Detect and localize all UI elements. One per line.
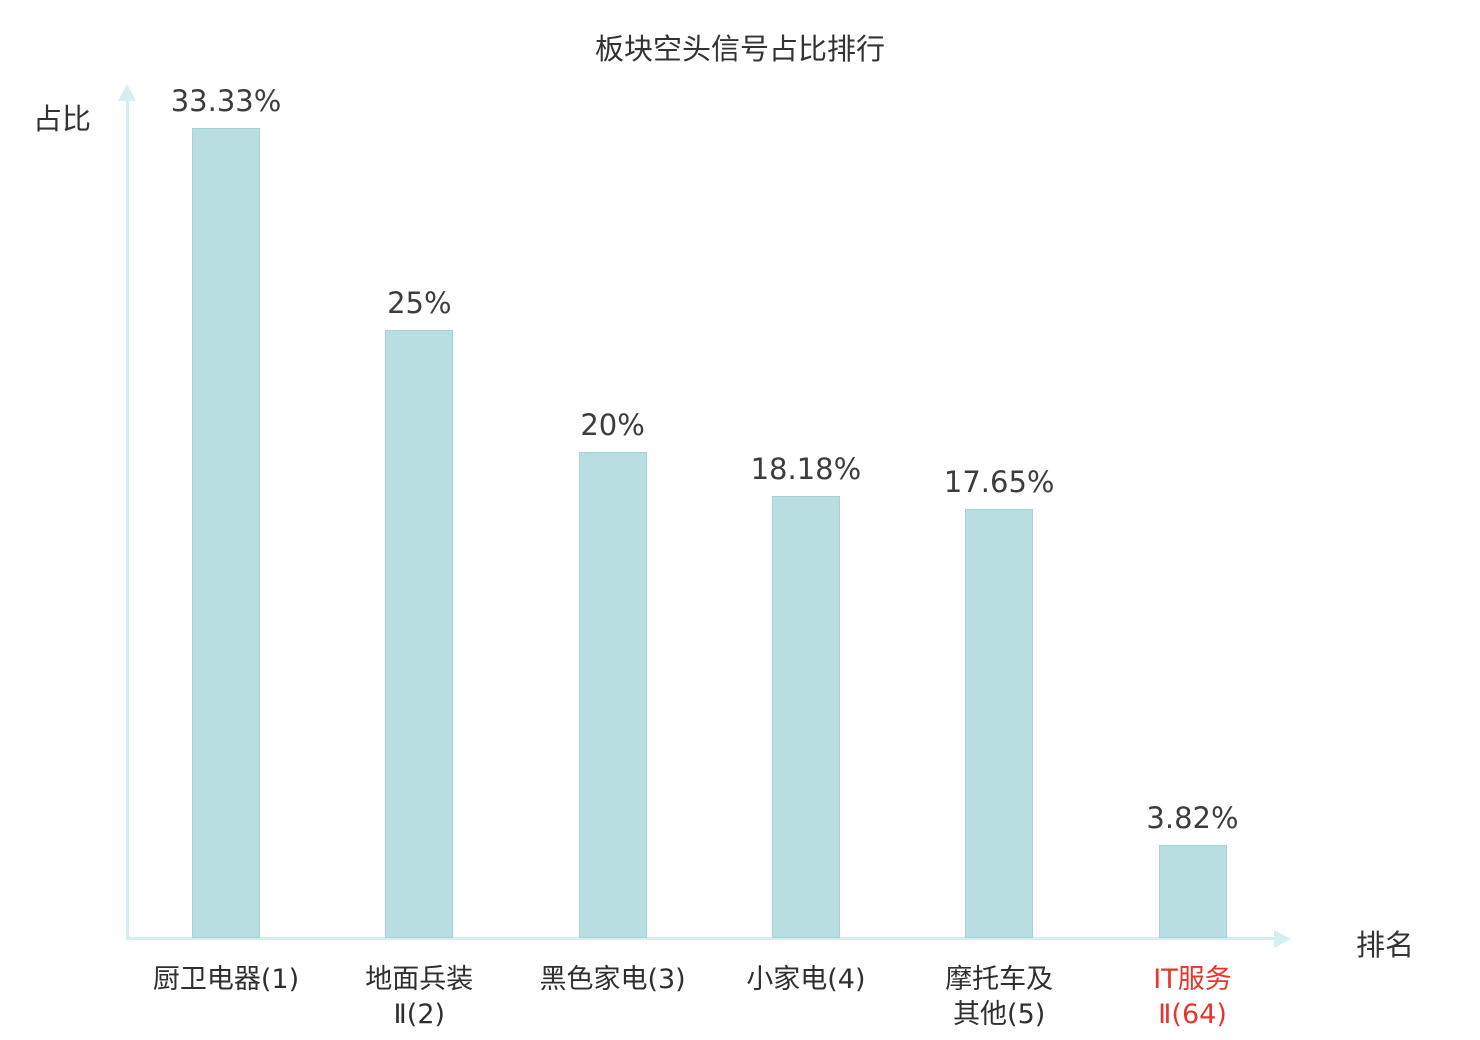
x-axis-arrow-icon	[1274, 930, 1291, 948]
category-label-4: 小家电(4)	[686, 962, 926, 997]
chart-title: 板块空头信号占比排行	[594, 32, 885, 66]
category-label-line: 小家电(4)	[746, 964, 866, 995]
category-label-3: 黑色家电(3)	[493, 962, 733, 997]
category-label-line: Ⅱ(2)	[393, 999, 446, 1031]
category-label-line: 其他(5)	[953, 999, 1046, 1031]
bar-1	[192, 128, 260, 938]
bar-6	[1158, 845, 1227, 938]
bar-3	[578, 452, 647, 938]
category-label-line: 地面兵装	[365, 964, 474, 995]
category-label-line: 厨卫电器(1)	[152, 964, 300, 995]
y-axis-label: 占比	[33, 102, 92, 136]
value-label-3: 20%	[580, 408, 645, 442]
x-axis-label: 排名	[1356, 928, 1415, 962]
category-label-2: 地面兵装 Ⅱ(2)	[299, 962, 539, 1032]
value-label-5: 17.65%	[943, 465, 1055, 499]
category-label-5: 摩托车及其他(5)	[879, 962, 1119, 1032]
category-label-line: 摩托车及	[945, 964, 1054, 995]
category-axis-labels: 厨卫电器(1) 地面兵装 Ⅱ(2) 黑色家电(3) 小家电(4) 摩托车及 其他(5) IT服…	[0, 962, 1480, 1040]
category-label-line: Ⅱ(64)	[1158, 999, 1227, 1031]
bar-2	[385, 330, 454, 938]
value-label-2: 25%	[387, 286, 452, 320]
y-axis-line	[126, 100, 129, 940]
bar-4	[771, 496, 840, 938]
x-axis-line	[126, 937, 1276, 940]
bar-5	[965, 509, 1034, 938]
category-label-line: 黑色家电(3)	[539, 964, 686, 995]
value-label-4: 18.18%	[750, 452, 862, 486]
category-label-line: IT服务	[1153, 964, 1232, 995]
plot-area: 33.33% 25% 20% 18.18% 17.65% 3.82%	[128, 84, 1292, 938]
value-label-1: 33.33%	[170, 84, 282, 118]
y-axis-arrow-icon	[118, 84, 136, 101]
category-label-6: IT服务 Ⅱ(64)	[1073, 962, 1313, 1032]
value-label-6: 3.82%	[1146, 801, 1239, 835]
category-label-1: 厨卫电器(1)	[106, 962, 346, 997]
